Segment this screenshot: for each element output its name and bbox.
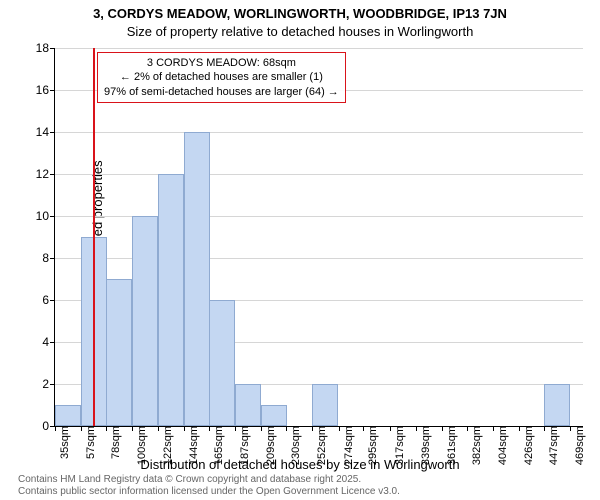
marker-line bbox=[93, 48, 95, 426]
histogram-bar bbox=[132, 216, 158, 426]
y-tick-label: 4 bbox=[42, 335, 55, 349]
x-axis-label: Distribution of detached houses by size … bbox=[0, 457, 600, 472]
gridline bbox=[55, 132, 583, 133]
histogram-bar bbox=[209, 300, 235, 426]
chart-container: 3, CORDYS MEADOW, WORLINGWORTH, WOODBRID… bbox=[0, 0, 600, 500]
histogram-bar bbox=[544, 384, 570, 426]
chart-title-sub: Size of property relative to detached ho… bbox=[0, 24, 600, 39]
footer-text: Contains HM Land Registry data © Crown c… bbox=[18, 474, 400, 498]
chart-title-main: 3, CORDYS MEADOW, WORLINGWORTH, WOODBRID… bbox=[0, 6, 600, 21]
y-tick-label: 8 bbox=[42, 251, 55, 265]
x-tick-label: 57sqm bbox=[81, 426, 97, 459]
y-tick-label: 16 bbox=[36, 83, 55, 97]
histogram-bar bbox=[261, 405, 287, 426]
histogram-bar bbox=[106, 279, 132, 426]
y-tick-label: 2 bbox=[42, 377, 55, 391]
annotation-box: 3 CORDYS MEADOW: 68sqm ← 2% of detached … bbox=[97, 52, 346, 103]
histogram-bar bbox=[312, 384, 338, 426]
histogram-bar bbox=[235, 384, 261, 426]
gridline bbox=[55, 48, 583, 49]
y-tick-label: 10 bbox=[36, 209, 55, 223]
histogram-bar bbox=[158, 174, 184, 426]
y-tick-label: 0 bbox=[42, 419, 55, 433]
x-tick-label: 35sqm bbox=[55, 426, 71, 459]
annotation-line-1: 3 CORDYS MEADOW: 68sqm bbox=[104, 56, 339, 70]
plot-area: 02468101214161835sqm57sqm78sqm100sqm122s… bbox=[54, 48, 583, 427]
footer-line-2: Contains public sector information licen… bbox=[18, 486, 400, 498]
histogram-bar bbox=[55, 405, 81, 426]
gridline bbox=[55, 174, 583, 175]
annotation-line-3: 97% of semi-detached houses are larger (… bbox=[104, 85, 339, 99]
y-tick-label: 6 bbox=[42, 293, 55, 307]
footer-line-1: Contains HM Land Registry data © Crown c… bbox=[18, 474, 400, 486]
x-tick-label: 78sqm bbox=[106, 426, 122, 459]
y-tick-label: 14 bbox=[36, 125, 55, 139]
y-tick-label: 18 bbox=[36, 41, 55, 55]
histogram-bar bbox=[184, 132, 210, 426]
annotation-line-2: ← 2% of detached houses are smaller (1) bbox=[104, 70, 339, 84]
y-tick-label: 12 bbox=[36, 167, 55, 181]
